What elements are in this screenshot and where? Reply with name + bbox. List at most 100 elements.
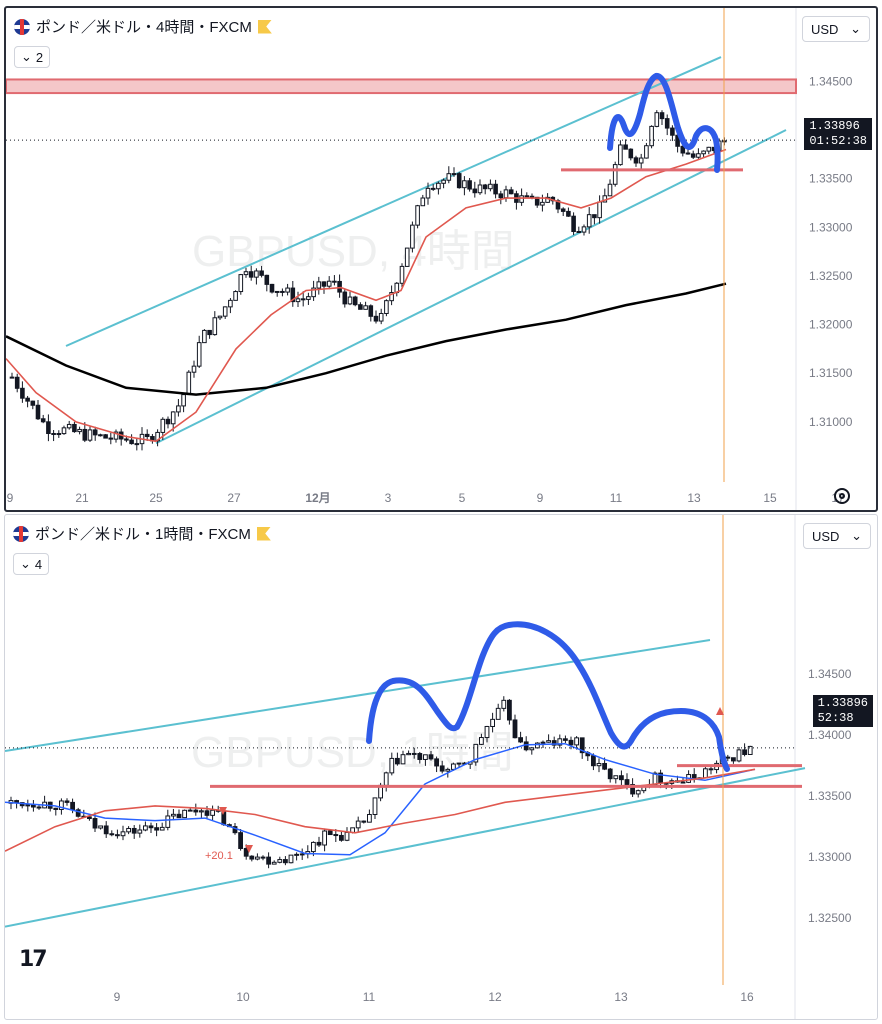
candle-body — [160, 418, 166, 433]
time-tick-label: 11 — [363, 990, 376, 1004]
candle-body — [428, 754, 434, 760]
candle-body — [222, 306, 228, 317]
candle-body — [404, 247, 410, 267]
candle-body — [462, 180, 467, 189]
price-tick-label: 1.34500 — [809, 74, 853, 88]
candle-body — [568, 739, 574, 746]
candle-body — [271, 861, 277, 865]
candle-body — [571, 215, 576, 233]
time-tick-label: 9 — [537, 491, 544, 505]
candle-body — [30, 400, 36, 406]
candle-body — [31, 804, 36, 808]
candle-body — [332, 280, 337, 283]
currency-select[interactable]: USD ⌄ — [802, 16, 870, 42]
indicator-collapse-toggle[interactable]: ⌄ 2 — [14, 46, 51, 68]
candle-body — [498, 193, 504, 199]
moving-average-ema — [6, 148, 727, 443]
candle-body — [445, 768, 451, 772]
chart-canvas-1h[interactable]: 1.34500 1.34000 1.33500 1.33000 1.32500 9 10 11… — [5, 515, 878, 1020]
candle-body — [243, 271, 249, 276]
candle-body — [159, 826, 165, 831]
moving-average-fast — [5, 742, 756, 856]
channel-lower-line — [5, 767, 806, 928]
candle-body — [327, 830, 333, 836]
candle-body — [490, 718, 496, 727]
time-tick-label: 16 — [740, 990, 754, 1004]
candle-body — [434, 758, 440, 767]
candle-body — [217, 315, 223, 319]
current-price: 1.33896 — [809, 119, 860, 133]
current-price: 1.33896 — [817, 696, 868, 710]
candle-body — [66, 423, 72, 429]
current-price-tag: 1.33896 52:38 — [812, 695, 873, 727]
indicator-count: 4 — [34, 556, 43, 572]
chart-panel-4h[interactable]: 1.345001.340001.335001.330001.325001.320… — [4, 6, 878, 512]
candle-body — [266, 856, 272, 865]
candle-body — [395, 757, 400, 765]
symbol-header[interactable]: ポンド／米ドル・1時間・FXCM — [13, 523, 271, 544]
price-tick-label: 1.34500 — [808, 667, 852, 681]
candle-body — [283, 859, 288, 864]
candle-body — [495, 707, 501, 720]
candle-body — [326, 280, 332, 287]
candle-body — [602, 762, 608, 770]
candle-body — [493, 183, 498, 195]
indicator-collapse-toggle[interactable]: ⌄ 4 — [13, 553, 50, 575]
candle-body — [176, 405, 181, 413]
candle-body — [512, 719, 518, 739]
candle-body — [623, 144, 628, 150]
chevron-down-icon: ⌄ — [850, 21, 861, 36]
symbol-header[interactable]: ポンド／米ドル・4時間・FXCM — [14, 16, 272, 37]
sell-marker-icon — [219, 807, 227, 815]
candle-body — [691, 774, 697, 779]
candle-body — [344, 831, 350, 841]
price-tick-label: 1.31000 — [809, 415, 853, 429]
candle-body — [59, 800, 64, 810]
candle-body — [255, 856, 260, 860]
candle-body — [540, 741, 546, 744]
candle-body — [254, 270, 259, 278]
candle-body — [290, 287, 296, 303]
candle-body — [638, 157, 644, 164]
candle-body — [415, 205, 420, 226]
time-tick-label: 3 — [385, 491, 392, 505]
candle-body — [92, 429, 98, 436]
candle-body — [624, 779, 630, 786]
candle-body — [129, 439, 134, 445]
candle-body — [299, 853, 305, 856]
settings-icon[interactable] — [834, 488, 850, 504]
bolt-icon — [257, 19, 272, 34]
candle-body — [441, 179, 446, 184]
currency-select[interactable]: USD ⌄ — [803, 523, 871, 549]
candle-body — [238, 832, 243, 849]
chart-canvas-4h[interactable]: 1.345001.340001.335001.330001.325001.320… — [6, 8, 878, 512]
chart-panel-1h[interactable]: 1.34500 1.34000 1.33500 1.33000 1.32500 9 10 11… — [4, 514, 878, 1020]
candle-body — [126, 827, 131, 833]
candle-body — [316, 841, 322, 846]
candle-body — [410, 224, 415, 249]
candle-body — [355, 820, 361, 829]
candle-body — [367, 814, 372, 823]
candle-body — [747, 745, 753, 755]
candle-body — [35, 404, 41, 420]
candle-body — [137, 829, 143, 834]
candle-body — [524, 195, 530, 198]
candle-body — [630, 784, 636, 795]
candle-body — [597, 201, 602, 219]
candle-body — [430, 187, 436, 190]
candle-body — [165, 815, 171, 828]
candle-body — [92, 818, 98, 829]
candle-body — [288, 854, 294, 864]
candle-body — [708, 768, 714, 771]
candle-body — [456, 762, 462, 765]
symbol-watermark: GBPUSD, 4時間 — [192, 227, 515, 276]
candle-body — [680, 145, 686, 154]
candle-body — [706, 146, 712, 152]
candle-body — [591, 755, 596, 767]
candle-body — [383, 772, 389, 786]
candle-body — [368, 305, 374, 317]
candle-body — [649, 125, 654, 147]
candle-body — [586, 214, 592, 228]
candle-body — [546, 740, 552, 743]
trade-annotation-label: +20.1 — [205, 850, 233, 862]
